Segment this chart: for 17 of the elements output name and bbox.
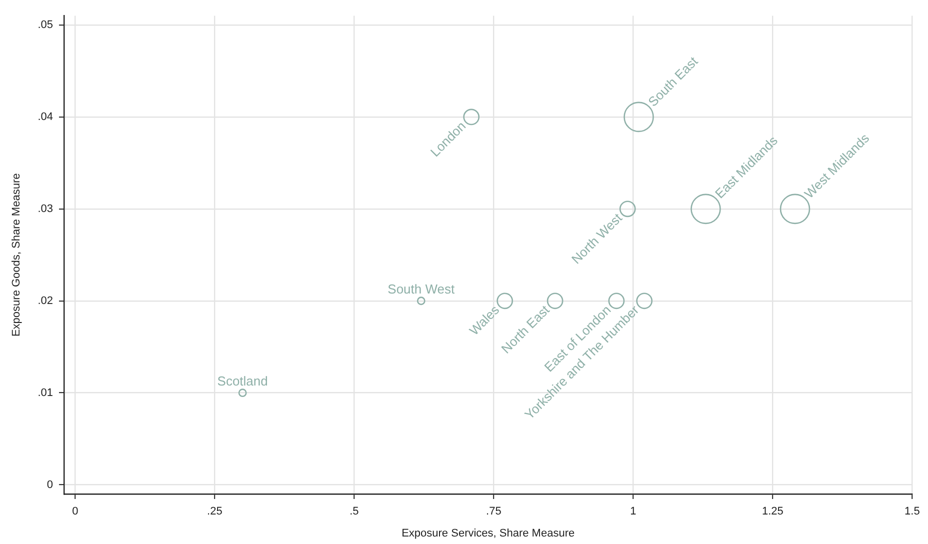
x-tick-label: .5 bbox=[350, 506, 359, 518]
y-tick-label: .04 bbox=[38, 110, 53, 123]
x-tick-label: 1.25 bbox=[762, 506, 784, 518]
x-tick-label: .75 bbox=[486, 506, 502, 518]
x-axis-title: Exposure Services, Share Measure bbox=[402, 527, 575, 540]
y-axis-title: Exposure Goods, Share Measure bbox=[10, 173, 23, 337]
x-tick-label: 1 bbox=[630, 506, 636, 518]
y-tick-label: .02 bbox=[38, 294, 53, 307]
y-tick-label: .05 bbox=[38, 19, 53, 32]
y-tick-label: .03 bbox=[38, 202, 53, 215]
data-label: South West bbox=[388, 281, 455, 296]
y-tick-label: 0 bbox=[46, 478, 53, 491]
x-tick-label: 1.5 bbox=[904, 506, 920, 518]
x-tick-label: .25 bbox=[207, 506, 222, 518]
data-label: Scotland bbox=[217, 373, 268, 388]
y-tick-label: .01 bbox=[38, 386, 53, 399]
x-tick-label: 0 bbox=[72, 506, 78, 518]
